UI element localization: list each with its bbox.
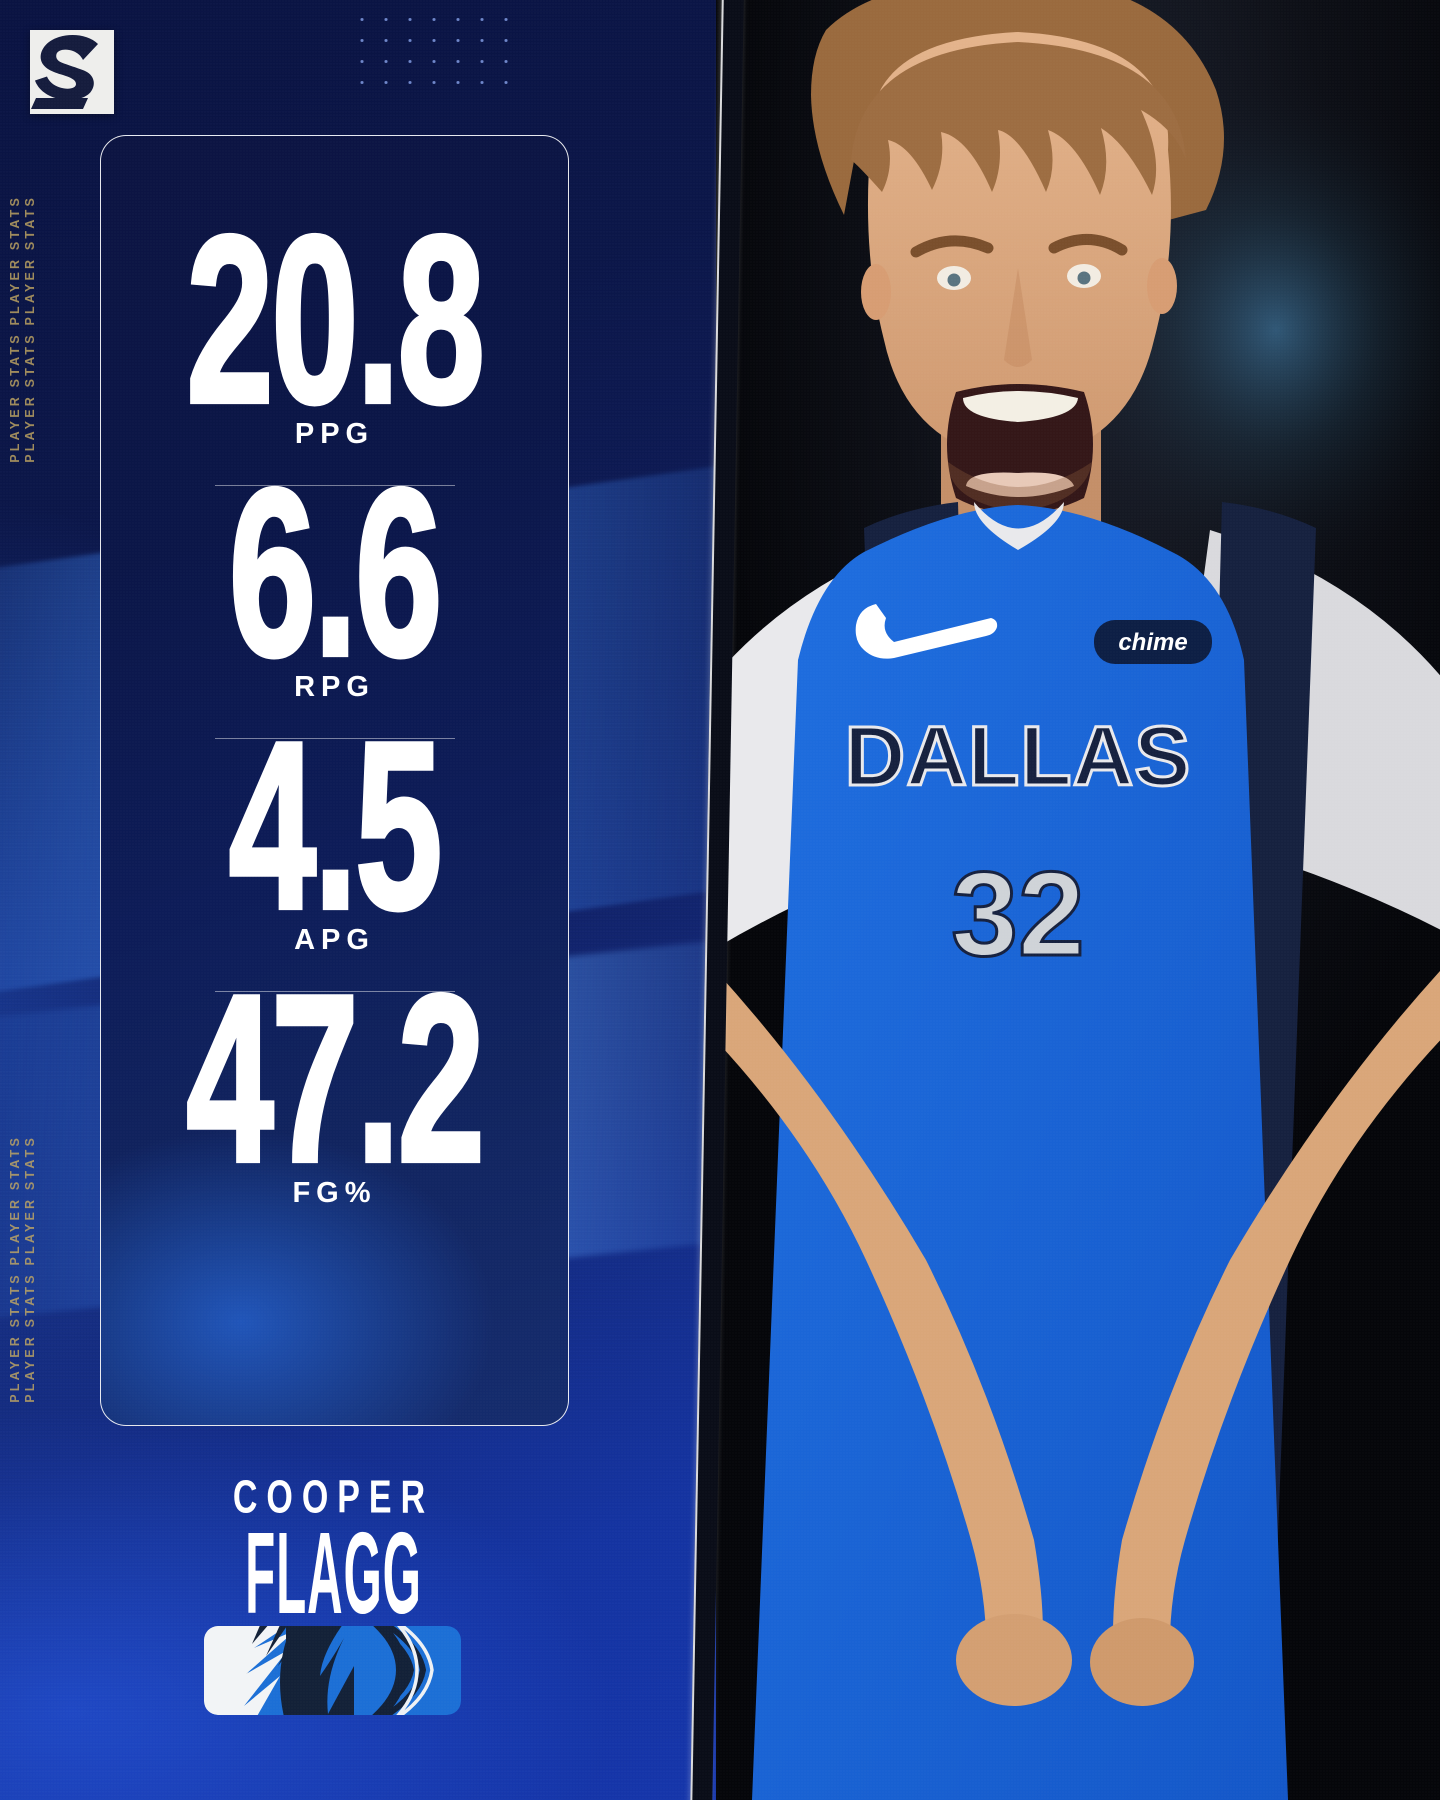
svg-text:DALLAS: DALLAS [845,709,1192,803]
svg-text:32: 32 [951,847,1084,981]
svg-text:chime: chime [1118,629,1187,656]
